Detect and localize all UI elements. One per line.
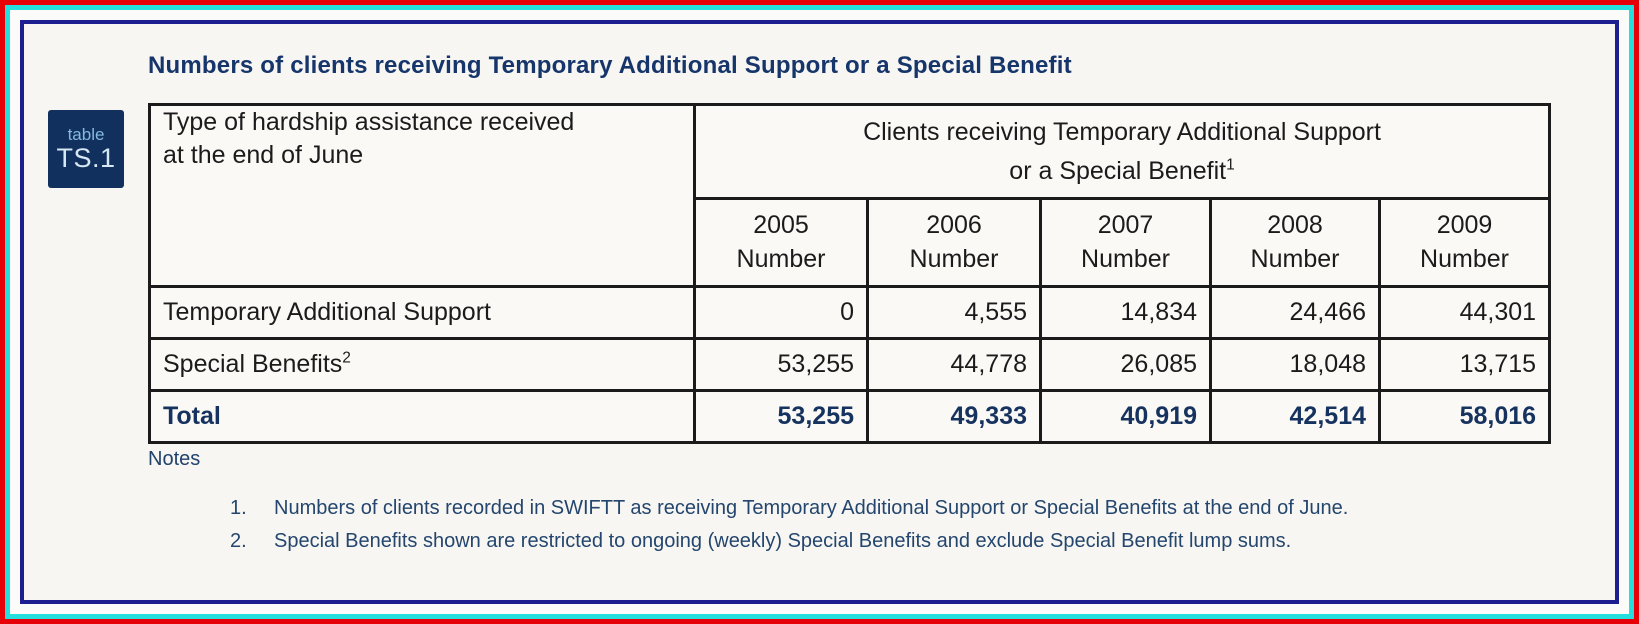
row-label: Special Benefits2 xyxy=(148,337,696,392)
row-header-line2: at the end of June xyxy=(163,140,364,169)
year-header-2005: 2005 Number xyxy=(693,197,869,288)
page-border-navy: Numbers of clients receiving Temporary A… xyxy=(20,20,1619,604)
year-header-2009: 2009 Number xyxy=(1377,197,1552,288)
value-2006: 49,333 xyxy=(866,389,1042,444)
year-header-2008: 2008 Number xyxy=(1209,197,1381,288)
notes-heading: Notes xyxy=(148,448,201,470)
year-label: 2009 xyxy=(1436,210,1493,239)
table-row-special-benefits: Special Benefits2 53,255 44,778 26,085 1… xyxy=(148,337,1552,392)
value-2006: 4,555 xyxy=(866,285,1042,340)
table-badge-kicker: table xyxy=(67,124,105,144)
value-2009: 13,715 xyxy=(1377,337,1552,392)
table-header-group-row: Type of hardship assistance received at … xyxy=(148,103,1552,288)
note-number: 2. xyxy=(230,530,247,552)
row-header-line1: Type of hardship assistance received xyxy=(163,108,575,136)
notes-list: 1. Numbers of clients recorded in SWIFTT… xyxy=(230,492,1348,558)
value-2007: 40,919 xyxy=(1039,389,1212,444)
note-text: Numbers of clients recorded in SWIFTT as… xyxy=(274,497,1349,519)
year-header-2006: 2006 Number xyxy=(866,197,1042,288)
row-label-text: Total xyxy=(163,402,221,430)
ts1-table: Type of hardship assistance received at … xyxy=(148,103,1552,444)
footnote-ref-2: 2 xyxy=(342,349,351,367)
table-badge: table TS.1 xyxy=(48,110,124,188)
footnote-ref-1: 1 xyxy=(1226,156,1235,174)
year-sublabel: Number xyxy=(1420,244,1509,273)
value-2006: 44,778 xyxy=(866,337,1042,392)
year-label: 2006 xyxy=(926,210,982,239)
note-item-2: 2. Special Benefits shown are restricted… xyxy=(230,525,1348,558)
group-header-line1: Clients receiving Temporary Additional S… xyxy=(863,117,1381,146)
table-badge-id: TS.1 xyxy=(56,142,116,173)
value-2008: 18,048 xyxy=(1209,337,1381,392)
row-label-text: Temporary Additional Support xyxy=(163,298,491,326)
year-header-2007: 2007 Number xyxy=(1039,197,1212,288)
table-row-temporary-additional-support: Temporary Additional Support 0 4,555 14,… xyxy=(148,285,1552,340)
value-2009: 58,016 xyxy=(1377,389,1552,444)
value-2007: 26,085 xyxy=(1039,337,1212,392)
value-2007: 14,834 xyxy=(1039,285,1212,340)
row-label: Total xyxy=(148,389,696,444)
note-number: 1. xyxy=(230,497,247,519)
row-label-text: Special Benefits xyxy=(163,350,343,378)
year-sublabel: Number xyxy=(1250,244,1340,273)
year-sublabel: Number xyxy=(909,244,999,273)
group-header-line2: or a Special Benefit xyxy=(1009,156,1227,185)
row-header-cell: Type of hardship assistance received at … xyxy=(148,103,696,288)
row-label: Temporary Additional Support xyxy=(148,285,696,340)
value-2005: 53,255 xyxy=(693,389,869,444)
table-row-total: Total 53,255 49,333 40,919 42,514 58,016 xyxy=(148,389,1552,444)
year-label: 2007 xyxy=(1097,210,1154,239)
value-2008: 42,514 xyxy=(1209,389,1381,444)
value-2005: 53,255 xyxy=(693,337,869,392)
group-header-cell: Clients receiving Temporary Additional S… xyxy=(692,103,1552,200)
value-2005: 0 xyxy=(693,285,869,340)
note-text: Special Benefits shown are restricted to… xyxy=(274,530,1292,552)
note-item-1: 1. Numbers of clients recorded in SWIFTT… xyxy=(230,492,1348,525)
value-2009: 44,301 xyxy=(1377,285,1552,340)
table-year-header-row: 2005 Number 2006 Number 2007 Number 2008… xyxy=(150,197,1552,288)
year-label: 2005 xyxy=(753,210,809,239)
value-2008: 24,466 xyxy=(1209,285,1381,340)
year-sublabel: Number xyxy=(736,244,826,273)
page-title: Numbers of clients receiving Temporary A… xyxy=(148,52,1072,79)
year-label: 2008 xyxy=(1267,210,1323,239)
year-sublabel: Number xyxy=(1081,244,1170,273)
